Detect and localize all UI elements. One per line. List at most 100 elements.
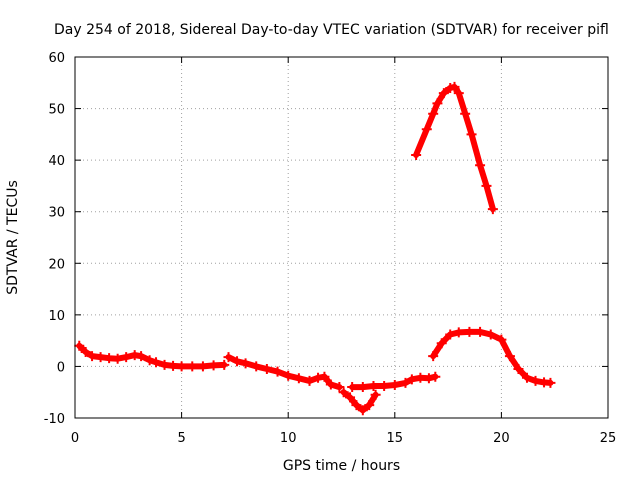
x-tick-label: 15 [387, 431, 404, 446]
x-tick-label: 20 [493, 431, 510, 446]
data-point [406, 374, 417, 385]
data-point [460, 108, 471, 119]
data-point [144, 355, 155, 366]
y-tick-label: 0 [57, 360, 65, 375]
data-point [261, 364, 272, 375]
data-point [240, 358, 251, 369]
y-axis-label: SDTVAR / TECUs [5, 180, 21, 295]
data-point [232, 356, 243, 367]
data-point [95, 352, 106, 363]
data-point [436, 338, 447, 349]
data-series-track-3 [338, 387, 381, 416]
data-point [187, 361, 198, 372]
data-point [283, 370, 294, 381]
x-tick-label: 0 [71, 431, 79, 446]
data-point [496, 334, 507, 345]
data-point [313, 372, 324, 383]
data-point [545, 377, 556, 388]
data-point [347, 382, 358, 393]
data-point [464, 326, 475, 337]
data-series-track-2 [223, 352, 345, 393]
data-point [481, 180, 492, 191]
data-point [151, 357, 162, 368]
data-point [345, 392, 356, 403]
data-point [223, 352, 234, 363]
data-point [449, 81, 460, 92]
data-point [475, 326, 486, 337]
data-point [176, 361, 187, 372]
y-tick-label: 50 [48, 103, 65, 118]
data-point [453, 88, 464, 99]
data-point [74, 340, 85, 351]
data-point [513, 364, 524, 375]
chart-title: Day 254 of 2018, Sidereal Day-to-day VTE… [54, 22, 609, 38]
data-point [197, 361, 208, 372]
plot-frame [74, 56, 609, 419]
data-point [272, 366, 283, 377]
x-axis-label: GPS time / hours [283, 458, 400, 474]
data-series-track-4 [347, 371, 441, 393]
data-point [251, 361, 262, 372]
data-point [334, 382, 345, 393]
axis-ticks: 0 5 10 15 20 25 -10 0 10 20 30 40 50 60 [44, 51, 617, 446]
data-series-track-6 [428, 326, 556, 388]
data-point [293, 373, 304, 384]
data-point [438, 88, 449, 99]
x-tick-label: 25 [600, 431, 617, 446]
data-point [453, 327, 464, 338]
data-point [430, 371, 441, 382]
data-point [325, 379, 336, 390]
data-point [368, 381, 379, 392]
data-point [112, 353, 123, 364]
data-point [530, 375, 541, 386]
y-tick-label: 30 [48, 206, 65, 221]
data-point [485, 329, 496, 340]
data-point [129, 350, 140, 361]
data-point [423, 373, 434, 384]
y-tick-label: -10 [44, 412, 65, 427]
data-point [400, 377, 411, 388]
data-series-track-1 [74, 340, 230, 372]
data-point [487, 204, 498, 215]
data-point [521, 372, 532, 383]
y-tick-label: 40 [48, 154, 65, 169]
data-point [87, 351, 98, 362]
data-point [351, 400, 362, 411]
data-point [338, 387, 349, 398]
data-point [415, 372, 426, 383]
data-series-track-5 [411, 81, 498, 215]
series-trace [430, 328, 554, 386]
data-point [466, 129, 477, 140]
series-trace [413, 83, 496, 213]
y-tick-label: 10 [48, 309, 65, 324]
data-point [319, 371, 330, 382]
data-point [475, 160, 486, 171]
x-tick-label: 5 [177, 431, 185, 446]
data-point [121, 352, 132, 363]
y-tick-label: 20 [48, 257, 65, 272]
data-point [357, 405, 368, 416]
data-point [428, 351, 439, 362]
data-point [379, 381, 390, 392]
data-point [304, 375, 315, 386]
data-point [104, 353, 115, 364]
data-point [421, 124, 432, 135]
data-point [389, 379, 400, 390]
data-point [219, 359, 230, 370]
data-point [504, 351, 515, 362]
data-point [411, 149, 422, 160]
data-point [357, 382, 368, 393]
data-point [370, 389, 381, 400]
data-point [428, 108, 439, 119]
x-tick-label: 10 [280, 431, 297, 446]
data-point [80, 346, 91, 357]
data-point [136, 351, 147, 362]
y-tick-label: 60 [48, 51, 65, 66]
plot-area [74, 81, 556, 416]
data-point [364, 400, 375, 411]
data-point [159, 359, 170, 370]
data-point [445, 329, 456, 340]
data-point [432, 98, 443, 109]
data-point [168, 360, 179, 371]
